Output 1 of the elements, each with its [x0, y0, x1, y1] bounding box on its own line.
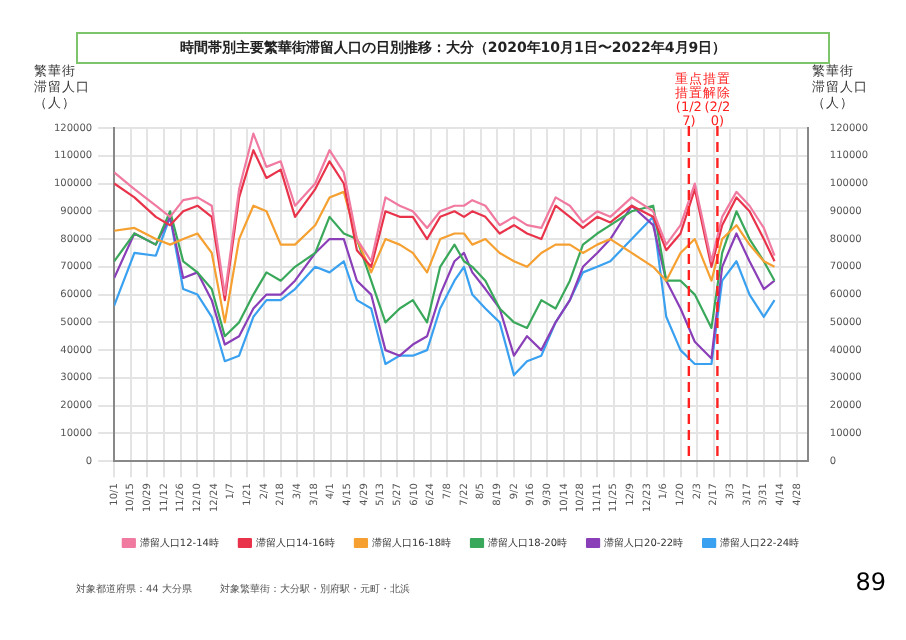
text: 89 — [855, 568, 886, 596]
